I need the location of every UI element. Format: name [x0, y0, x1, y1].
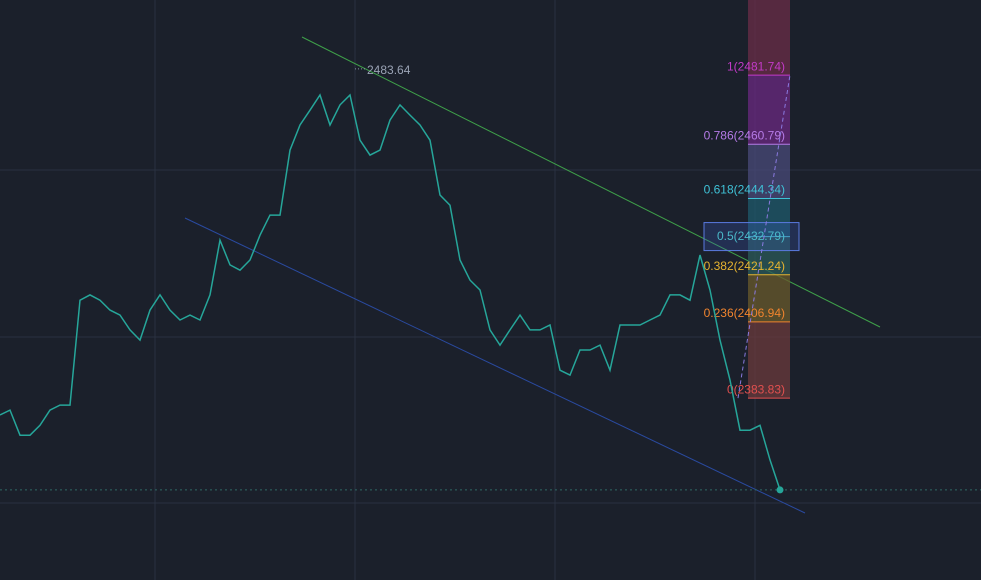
price-line — [0, 93, 781, 491]
fib-zone — [748, 321, 790, 399]
fib-label: 0.618(2444.34) — [704, 183, 785, 197]
fib-zone — [748, 0, 790, 76]
fib-zone — [748, 198, 790, 237]
trend-line — [184, 217, 806, 514]
fib-zone — [748, 75, 790, 145]
fib-label: 0.5(2432.79) — [717, 229, 785, 243]
fib-highlight — [703, 222, 800, 252]
last-price-dot — [776, 486, 784, 494]
fib-zone — [748, 236, 790, 275]
fib-zone — [748, 144, 790, 199]
fib-diagonal — [737, 75, 791, 399]
fib-label: 1(2481.74) — [727, 59, 785, 73]
fib-label: 0(2383.83) — [727, 382, 785, 396]
fib-label: 0.236(2406.94) — [704, 306, 785, 320]
fib-label: 0.382(2421.24) — [704, 259, 785, 273]
high-label: 2483.64 — [367, 63, 411, 77]
fib-zone — [748, 274, 790, 322]
fib-label: 0.786(2460.79) — [704, 128, 785, 142]
